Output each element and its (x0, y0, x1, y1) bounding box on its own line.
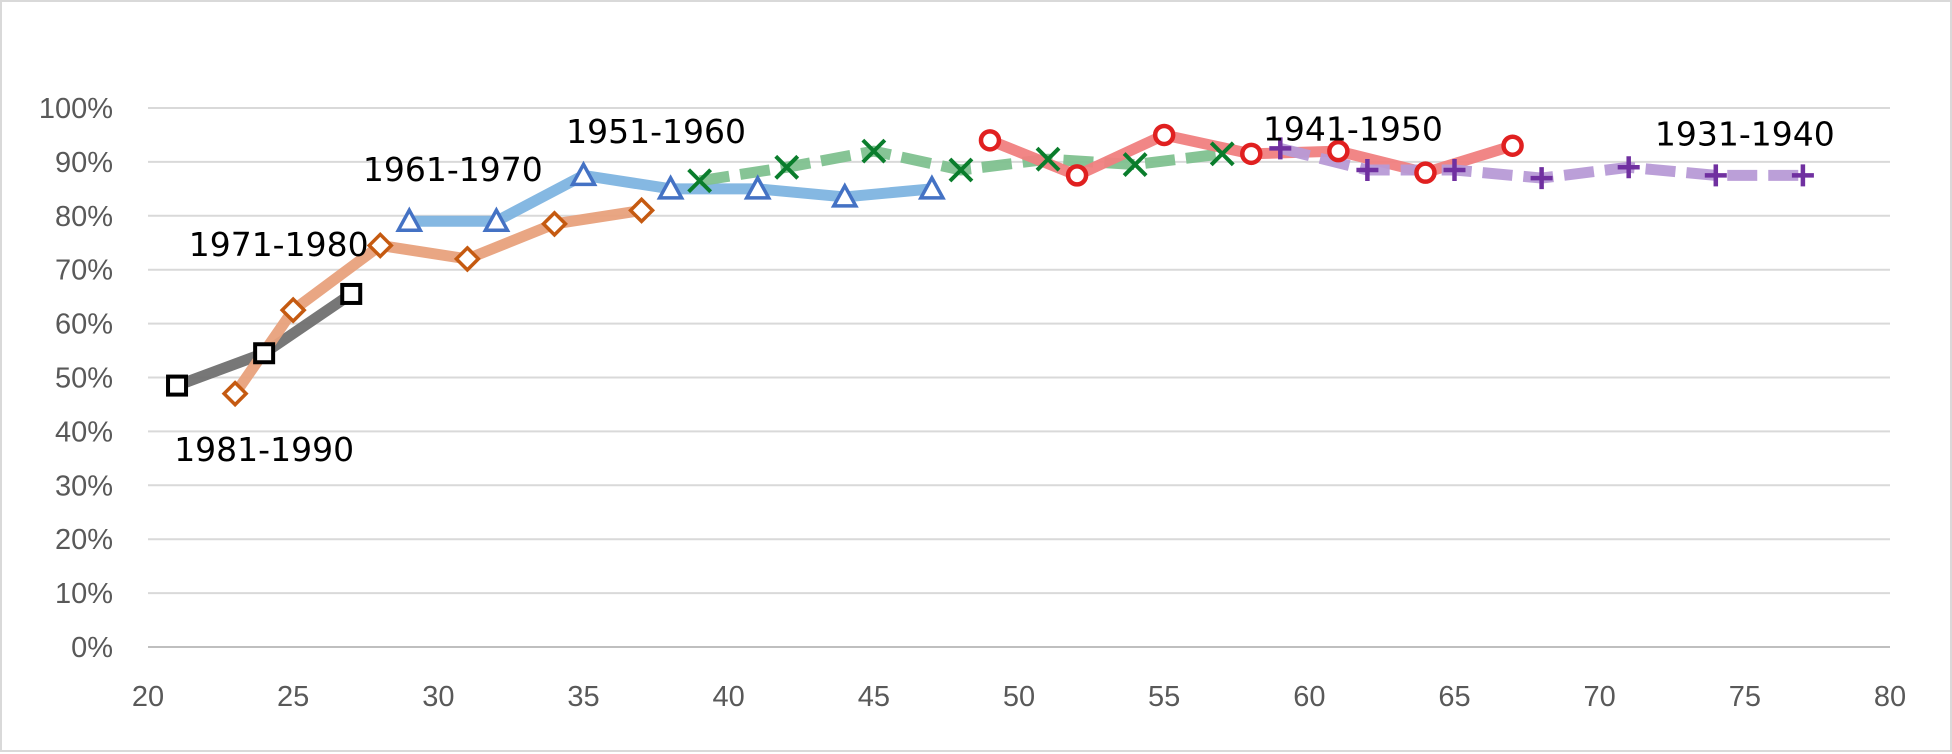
data-point-1941-1950 (1501, 134, 1524, 157)
data-point-1951-1960 (861, 138, 887, 164)
x-tick-label: 70 (1584, 681, 1616, 713)
y-tick-label: 20% (55, 524, 113, 556)
data-point-1961-1970 (830, 182, 859, 208)
series-label-1971-1980: 1971-1980 (189, 225, 369, 264)
data-point-1961-1970 (395, 206, 424, 232)
data-point-1941-1950 (978, 129, 1002, 152)
data-point-1971-1980 (279, 296, 307, 324)
data-point-1931-1940 (1269, 137, 1292, 160)
data-point-1941-1950 (1327, 139, 1350, 163)
data-point-1961-1970 (743, 174, 772, 200)
series-line-1981-1990 (171, 288, 357, 392)
series-label-1961-1970: 1961-1970 (363, 150, 543, 189)
data-point-1981-1990 (340, 282, 363, 305)
data-point-1951-1960 (1035, 146, 1061, 172)
series-label-1951-1960: 1951-1960 (566, 112, 746, 151)
data-point-1981-1990 (253, 342, 276, 365)
data-point-1951-1960 (1209, 141, 1235, 167)
data-point-1931-1940 (1704, 164, 1727, 187)
data-point-1971-1980 (628, 196, 656, 224)
data-point-1971-1980 (540, 210, 568, 238)
data-point-1931-1940 (1356, 158, 1379, 181)
x-tick-label: 40 (713, 681, 745, 713)
data-point-1951-1960 (1122, 152, 1148, 178)
data-point-1941-1950 (1152, 123, 1176, 147)
data-point-1961-1970 (656, 174, 685, 200)
data-point-1931-1940 (1530, 167, 1553, 190)
x-tick-label: 80 (1874, 681, 1906, 713)
y-tick-label: 40% (55, 416, 113, 448)
x-tick-label: 20 (132, 681, 164, 713)
y-tick-label: 90% (55, 147, 113, 179)
x-tick-label: 60 (1293, 681, 1325, 713)
y-tick-label: 50% (55, 363, 113, 395)
data-point-1951-1960 (948, 157, 974, 183)
x-tick-label: 45 (858, 681, 890, 713)
x-tick-label: 25 (277, 681, 309, 713)
data-point-1971-1980 (366, 231, 394, 259)
series-line-1971-1980 (229, 204, 648, 400)
y-tick-label: 0% (71, 632, 113, 664)
data-point-1941-1950 (1414, 161, 1437, 184)
series-label-1931-1940: 1931-1940 (1655, 115, 1835, 154)
y-tick-label: 100% (39, 93, 113, 125)
y-tick-label: 10% (55, 578, 113, 610)
x-tick-label: 65 (1438, 681, 1470, 713)
x-tick-label: 35 (567, 681, 599, 713)
data-point-1961-1970 (569, 160, 598, 187)
data-point-1951-1960 (687, 168, 713, 194)
x-tick-label: 55 (1148, 681, 1180, 713)
data-point-1941-1950 (1065, 164, 1089, 187)
data-point-1941-1950 (1240, 142, 1263, 166)
data-point-1961-1970 (482, 206, 511, 232)
data-point-1931-1940 (1617, 156, 1640, 179)
y-tick-label: 60% (55, 309, 113, 341)
y-tick-label: 80% (55, 201, 113, 233)
x-tick-label: 50 (1003, 681, 1035, 713)
x-tick-label: 75 (1729, 681, 1761, 713)
x-tick-label: 30 (422, 681, 454, 713)
y-tick-label: 70% (55, 255, 113, 287)
data-point-1931-1940 (1791, 164, 1814, 187)
data-point-1961-1970 (917, 174, 946, 200)
data-point-1981-1990 (166, 374, 189, 397)
data-point-1971-1980 (453, 245, 481, 273)
series-label-1981-1990: 1981-1990 (174, 430, 354, 469)
y-tick-label: 30% (55, 470, 113, 502)
data-point-1971-1980 (221, 380, 249, 408)
data-point-1931-1940 (1443, 158, 1466, 181)
data-point-1951-1960 (774, 154, 800, 180)
series-label-1941-1950: 1941-1950 (1263, 109, 1443, 148)
